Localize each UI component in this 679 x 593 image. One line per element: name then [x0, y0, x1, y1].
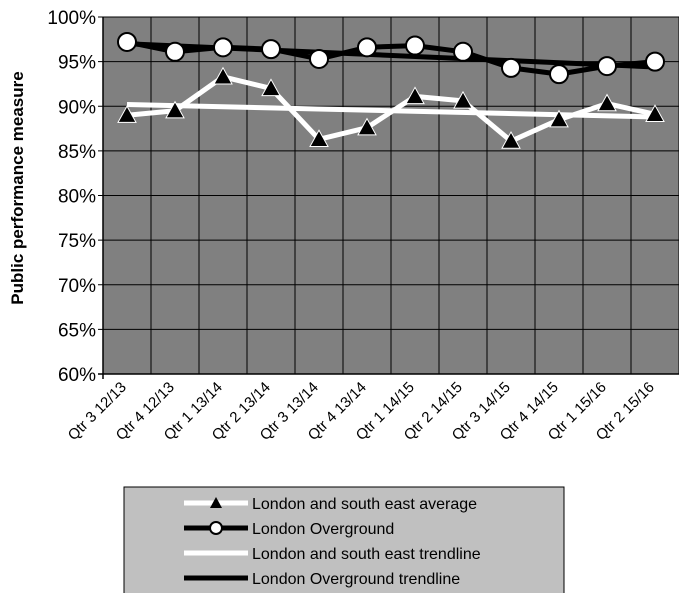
data-point-circle: [453, 41, 473, 62]
data-point-triangle: [357, 117, 377, 136]
data-point-triangle: [453, 90, 473, 109]
legend-label: London and south east trendline: [252, 546, 481, 563]
data-point-circle: [645, 51, 665, 72]
data-point-circle: [501, 57, 521, 78]
legend-label: London Overground: [252, 521, 394, 538]
y-tick-label: 65%: [58, 320, 96, 341]
data-point-triangle: [501, 131, 521, 149]
y-tick-label: 70%: [58, 276, 96, 297]
data-point-circle: [165, 41, 185, 62]
y-axis-title: Public performance measure: [8, 71, 27, 304]
y-tick-label: 90%: [58, 97, 96, 118]
legend-label: London and south east average: [252, 496, 477, 513]
y-tick-label: 60%: [58, 365, 96, 386]
data-point-triangle: [213, 66, 233, 85]
data-point-triangle: [165, 100, 185, 119]
data-point-triangle: [645, 104, 665, 122]
plot-area: [98, 16, 679, 379]
y-tick-label: 95%: [58, 53, 96, 74]
data-point-circle: [405, 35, 425, 56]
y-tick-label: 80%: [58, 187, 96, 208]
legend-marker-triangle: [210, 497, 222, 508]
legend: London and south east average London Over…: [123, 486, 565, 593]
legend-marker-circle: [209, 521, 223, 535]
data-point-triangle: [549, 109, 569, 128]
data-point-circle: [213, 37, 233, 58]
data-point-circle: [261, 39, 281, 60]
data-point-triangle: [597, 93, 617, 112]
data-point-circle: [357, 37, 377, 58]
y-tick-label: 100%: [47, 8, 96, 29]
data-point-circle: [309, 48, 329, 69]
data-point-circle: [549, 64, 569, 85]
y-tick-label: 75%: [58, 231, 96, 252]
data-point-triangle: [117, 105, 137, 123]
data-point-circle: [117, 31, 137, 52]
data-point-triangle: [405, 86, 425, 105]
data-point-circle: [597, 56, 617, 77]
y-axis-ticks: 60% 65% 70% 75% 80% 85% 90% 95% 100%: [47, 8, 103, 386]
data-point-triangle: [261, 78, 281, 97]
data-point-triangle: [309, 129, 329, 147]
legend-label: London Overground trendline: [252, 571, 460, 588]
y-tick-label: 85%: [58, 142, 96, 163]
